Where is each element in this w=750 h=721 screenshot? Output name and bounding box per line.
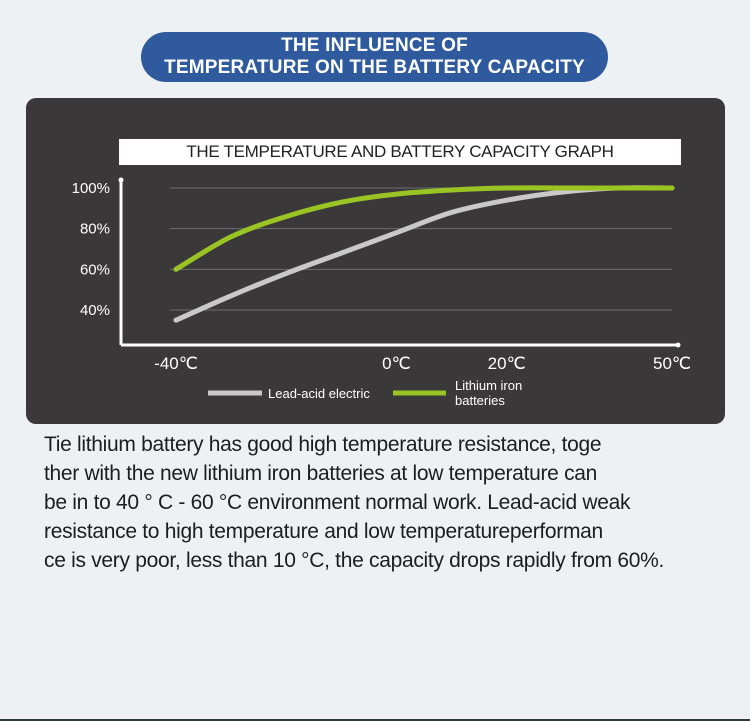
temperature-capacity-chart: 100% 80% 60% 40% -40℃ 0℃ 20℃ 50℃ Lead-acid elect…: [72, 177, 691, 408]
bottom-divider: [0, 719, 750, 721]
description-text: Tie lithium battery has good high temper…: [44, 430, 724, 575]
legend-label-lithium-iron: Lithium iron: [455, 378, 522, 393]
y-tick-label: 100%: [72, 180, 110, 197]
chart-title: THE TEMPERATURE AND BATTERY CAPACITY GRA…: [119, 139, 681, 165]
lead-acid-series-line: [173, 185, 675, 323]
lithium-iron-series-line: [173, 185, 675, 272]
description-line: be in to 40 ° C - 60 °C environment norm…: [44, 491, 631, 514]
y-tick-label: 40%: [80, 302, 110, 319]
description-line: resistance to high temperature and low t…: [44, 520, 603, 543]
x-axis-end-dot: [675, 342, 681, 348]
y-tick-label: 80%: [80, 221, 110, 238]
banner-line-2: TEMPERATURE ON THE BATTERY CAPACITY: [164, 57, 585, 78]
y-axis-end-dot: [118, 177, 124, 183]
description-line: ce is very poor, less than 10 °C, the ca…: [44, 549, 665, 572]
banner-line-1: THE INFLUENCE OF: [281, 35, 468, 56]
x-tick-label: 0℃: [382, 354, 411, 373]
x-tick-label: -40℃: [154, 354, 198, 373]
legend-label-lithium-iron: batteries: [455, 393, 505, 408]
x-tick-label: 50℃: [653, 354, 691, 373]
description-line: Tie lithium battery has good high temper…: [44, 433, 602, 456]
x-tick-label: 20℃: [488, 354, 526, 373]
legend-label-lead-acid: Lead-acid electric: [268, 386, 370, 401]
description-line: ther with the new lithium iron batteries…: [44, 462, 598, 485]
title-banner: THE INFLUENCE OF TEMPERATURE ON THE BATT…: [141, 32, 608, 82]
y-tick-label: 60%: [80, 261, 110, 278]
